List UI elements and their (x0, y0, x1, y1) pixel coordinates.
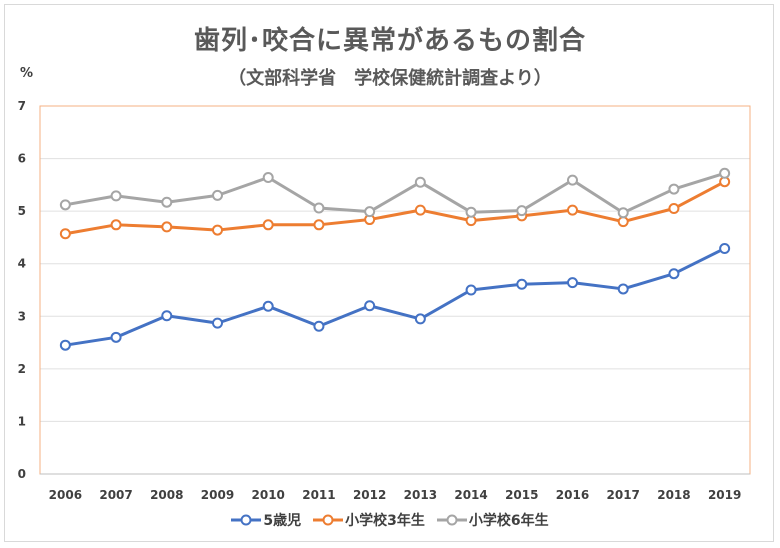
chart-frame (4, 4, 774, 542)
x-tick-label: 2013 (404, 488, 437, 502)
x-tick-label: 2010 (252, 488, 285, 502)
x-tick-label: 2011 (302, 488, 335, 502)
y-axis-unit-label: % (20, 66, 34, 81)
legend-marker (436, 514, 467, 526)
x-tick-label: 2019 (708, 488, 741, 502)
data-point (668, 268, 680, 280)
x-tick-label: 2007 (99, 488, 132, 502)
data-point (262, 300, 274, 312)
data-point (161, 196, 173, 208)
x-tick-label: 2009 (201, 488, 234, 502)
y-tick-label: 1 (18, 414, 26, 428)
legend-marker (313, 514, 344, 526)
data-point (567, 204, 578, 216)
data-point (668, 183, 680, 195)
y-tick-label: 0 (18, 467, 26, 481)
x-tick-label: 2016 (556, 488, 589, 502)
data-point (313, 219, 325, 231)
series-line-1 (65, 247, 726, 347)
data-point (364, 206, 376, 218)
series-line-2 (65, 180, 726, 236)
data-point (465, 206, 477, 218)
data-point (110, 219, 122, 231)
data-point (161, 310, 173, 322)
legend-item: 小学校6年生 (436, 510, 549, 530)
y-tick-label: 5 (18, 204, 26, 218)
legend-label: 小学校3年生 (345, 513, 425, 529)
legend-label: 小学校6年生 (468, 513, 549, 529)
y-tick-label: 4 (18, 257, 26, 271)
data-point (262, 219, 274, 231)
legend-item: 5歳児 (231, 510, 301, 530)
data-point (110, 331, 122, 343)
data-point (719, 167, 731, 179)
data-point (59, 228, 71, 240)
data-point (313, 320, 325, 332)
x-tick-label: 2018 (657, 488, 690, 502)
data-point (516, 205, 528, 217)
data-point (313, 202, 325, 214)
y-tick-label: 7 (18, 99, 26, 113)
data-point (567, 174, 578, 186)
legend-item: 小学校3年生 (313, 510, 425, 530)
y-tick-label: 2 (18, 362, 26, 376)
x-tick-label: 2014 (454, 488, 487, 502)
data-point (617, 216, 629, 228)
data-point (414, 176, 426, 188)
data-point (719, 242, 731, 254)
data-point (414, 313, 426, 325)
data-point (59, 339, 71, 351)
x-tick-label: 2012 (353, 488, 386, 502)
x-tick-label: 2017 (607, 488, 640, 502)
x-tick-label: 2015 (505, 488, 538, 502)
series-line-3 (65, 171, 726, 215)
legend-label: 5歳児 (263, 513, 302, 529)
data-point (212, 317, 223, 329)
data-point (617, 283, 629, 295)
data-point (364, 300, 376, 312)
data-point (465, 284, 477, 296)
data-point (212, 224, 223, 236)
x-tick-label: 2006 (49, 488, 82, 502)
y-tick-label: 3 (18, 309, 26, 323)
data-point (668, 203, 680, 215)
data-point (516, 278, 528, 290)
data-point (161, 221, 173, 233)
data-point (617, 207, 629, 219)
data-point (414, 204, 426, 216)
legend: 5歳児 小学校3年生 小学校6年生 (0, 510, 780, 531)
data-point (110, 190, 122, 202)
data-point (262, 171, 274, 183)
x-tick-label: 2008 (150, 488, 183, 502)
legend-marker (231, 514, 262, 526)
data-point (212, 189, 223, 201)
chart-title: 歯列･咬合に異常があるもの割合 (193, 26, 586, 56)
plot-area-border (39, 105, 751, 475)
data-point (59, 199, 71, 211)
y-tick-label: 6 (18, 152, 26, 166)
chart-subtitle: （文部科学省 学校保健統計調査より） (228, 68, 552, 89)
data-point (567, 277, 578, 289)
